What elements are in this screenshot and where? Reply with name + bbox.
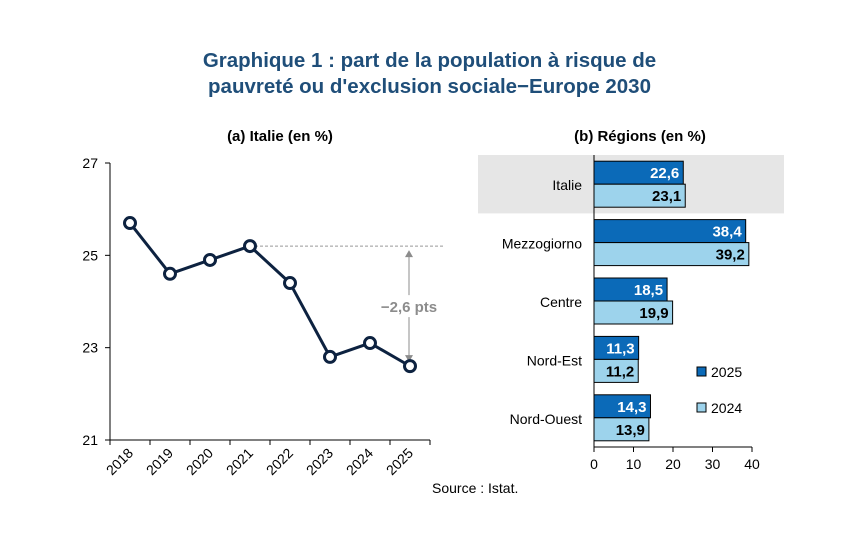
y-tick-label-a: 21 <box>82 432 98 448</box>
x-tick-label-b: 20 <box>665 456 681 472</box>
bar-label-2024-Nord-Est: 11,2 <box>606 363 634 380</box>
bar-label-2025-Italie: 22,6 <box>650 165 679 182</box>
x-tick-label-a: 2018 <box>103 445 136 478</box>
y-tick-label-a: 27 <box>82 155 98 171</box>
x-tick-label-a: 2022 <box>263 445 296 478</box>
bar-label-2025-Centre: 18,5 <box>634 282 663 299</box>
annotation-bg <box>364 295 454 318</box>
bar-label-2024-Italie: 23,1 <box>652 188 681 205</box>
data-point-2025 <box>403 359 417 374</box>
x-tick-label-a: 2023 <box>303 445 336 478</box>
x-tick-label-b: 0 <box>590 456 598 472</box>
x-tick-label-b: 40 <box>744 456 760 472</box>
data-point-2018 <box>123 216 137 231</box>
category-label-Mezzogiorno: Mezzogiorno <box>502 236 582 252</box>
data-point-2024 <box>363 336 377 351</box>
data-point-2021 <box>243 239 257 254</box>
source-note: Source : Istat. <box>432 480 519 496</box>
panel-b-title: (b) Régions (en %) <box>574 128 706 145</box>
y-tick-label-a: 23 <box>82 340 98 356</box>
x-tick-label-a: 2025 <box>383 445 416 478</box>
x-tick-label-a: 2019 <box>143 445 176 478</box>
chart-title-line1: Graphique 1 : part de la population à ri… <box>202 49 657 72</box>
legend-swatch-2025 <box>696 366 707 377</box>
bar-label-2025-Nord-Ouest: 14,3 <box>617 399 646 416</box>
x-tick-label-a: 2021 <box>223 445 256 478</box>
data-point-2022 <box>283 276 297 291</box>
bar-label-2024-Centre: 19,9 <box>639 305 668 322</box>
series-line-italie <box>128 222 411 368</box>
category-label-Nord-Ouest: Nord-Ouest <box>510 411 582 427</box>
x-tick-label-a: 2020 <box>183 445 216 478</box>
chart-title-line2: pauvreté ou d'exclusion sociale−Europe 2… <box>208 75 651 98</box>
data-point-2019 <box>163 266 177 281</box>
bar-label-2024-Mezzogiorno: 39,2 <box>716 247 745 264</box>
legend-label-2024: 2024 <box>711 400 742 416</box>
category-label-Centre: Centre <box>540 294 582 310</box>
legend-swatch-2024 <box>696 402 707 413</box>
legend-label-2025: 2025 <box>711 364 742 380</box>
difference-annotation: −2,6 pts <box>381 299 437 316</box>
category-label-Nord-Est: Nord-Est <box>527 352 582 368</box>
x-tick-label-a: 2024 <box>343 445 376 478</box>
chart-title: Graphique 1 : part de la population à ri… <box>0 48 859 100</box>
data-point-2020 <box>203 252 217 267</box>
y-tick-label-a: 25 <box>82 247 98 263</box>
category-label-Italie: Italie <box>552 177 582 193</box>
bar-label-2024-Nord-Ouest: 13,9 <box>616 422 645 439</box>
panel-a-title: (a) Italie (en %) <box>227 128 333 145</box>
x-tick-label-b: 10 <box>626 456 642 472</box>
bar-label-2025-Mezzogiorno: 38,4 <box>712 224 742 241</box>
data-point-2023 <box>323 349 337 364</box>
x-tick-label-b: 30 <box>705 456 721 472</box>
bar-label-2025-Nord-Est: 11,3 <box>606 340 634 357</box>
